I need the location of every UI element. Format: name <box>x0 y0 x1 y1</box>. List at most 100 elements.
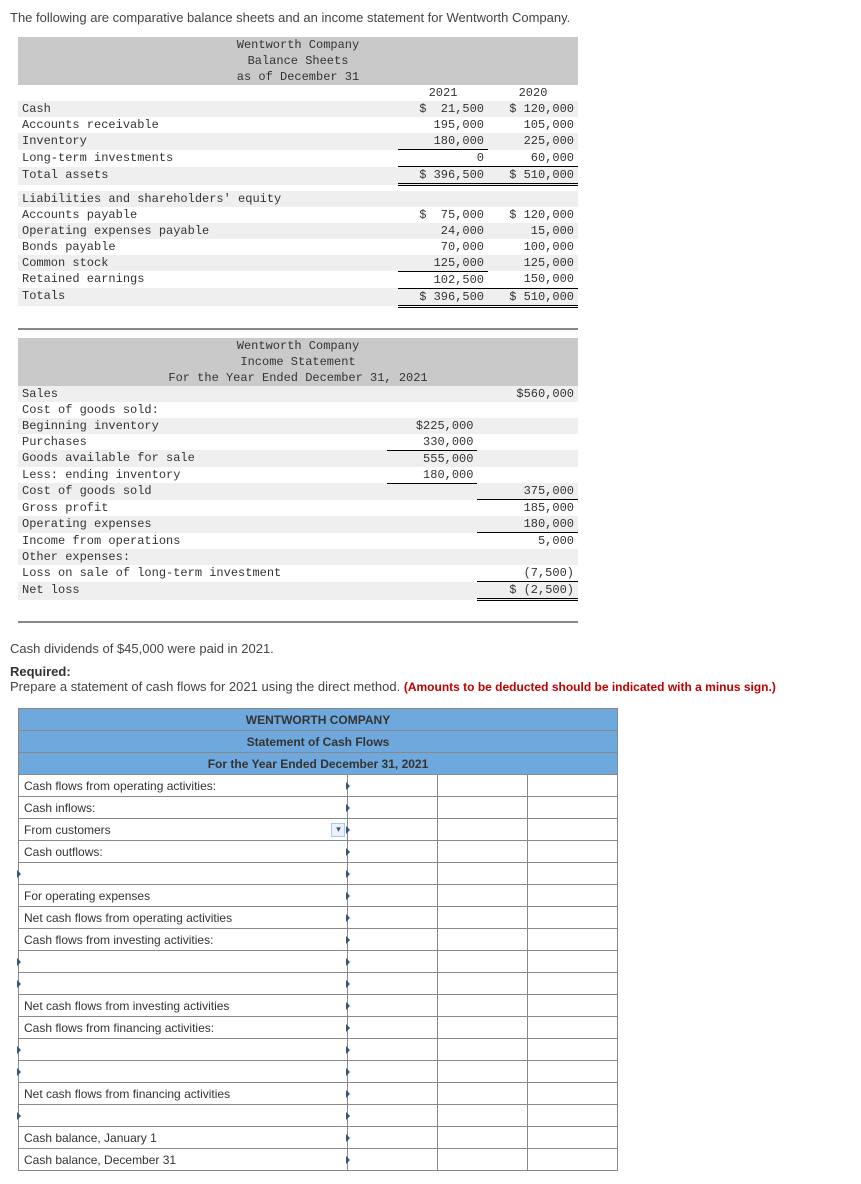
bs-year2: 2020 <box>488 85 578 101</box>
cf-row-label: Net cash flows from investing activities <box>19 995 348 1017</box>
is-row-label: Operating expenses <box>18 516 387 533</box>
bs-totals-y1: $ 396,500 <box>398 288 488 306</box>
cf-amount-cell[interactable] <box>438 1039 528 1061</box>
bs-total-assets-label: Total assets <box>18 167 398 185</box>
cf-amount-cell[interactable] <box>438 1061 528 1083</box>
is-row-c3: 185,000 <box>477 500 578 517</box>
cf-amount-cell[interactable] <box>528 973 618 995</box>
cf-amount-cell[interactable] <box>348 797 438 819</box>
cf-amount-cell[interactable] <box>348 841 438 863</box>
cf-amount-cell[interactable] <box>528 1149 618 1171</box>
cf-amount-cell[interactable] <box>438 929 528 951</box>
cf-amount-cell[interactable] <box>528 929 618 951</box>
cf-amount-cell[interactable] <box>528 885 618 907</box>
cf-amount-cell[interactable] <box>438 973 528 995</box>
cf-row-label[interactable] <box>19 863 348 885</box>
cf-amount-cell[interactable] <box>528 1083 618 1105</box>
cf-amount-cell[interactable] <box>528 863 618 885</box>
cf-amount-cell[interactable] <box>348 995 438 1017</box>
cf-amount-cell[interactable] <box>348 907 438 929</box>
is-row-label: Less: ending inventory <box>18 467 387 484</box>
cf-amount-cell[interactable] <box>438 797 528 819</box>
cf-amount-cell[interactable] <box>438 819 528 841</box>
input-marker-icon <box>346 1002 350 1010</box>
bs-row-label: Operating expenses payable <box>18 223 398 239</box>
input-marker-icon <box>346 1134 350 1142</box>
cf-row-label[interactable] <box>19 973 348 995</box>
is-row-c3: 180,000 <box>477 516 578 533</box>
cf-amount-cell[interactable] <box>528 1017 618 1039</box>
cf-amount-cell[interactable] <box>438 1017 528 1039</box>
cf-amount-cell[interactable] <box>348 1061 438 1083</box>
cf-amount-cell[interactable] <box>348 885 438 907</box>
input-marker-icon <box>17 1112 21 1120</box>
cf-amount-cell[interactable] <box>438 995 528 1017</box>
input-marker-icon <box>346 1024 350 1032</box>
cf-amount-cell[interactable] <box>438 951 528 973</box>
bs-row-label: Bonds payable <box>18 239 398 255</box>
input-marker-icon <box>346 870 350 878</box>
cf-amount-cell[interactable] <box>348 775 438 797</box>
bs-row-label: Accounts receivable <box>18 117 398 133</box>
cf-amount-cell[interactable] <box>348 1017 438 1039</box>
cf-row-label[interactable] <box>19 1061 348 1083</box>
cf-amount-cell[interactable] <box>348 1083 438 1105</box>
input-marker-icon <box>17 980 21 988</box>
required-text: Prepare a statement of cash flows for 20… <box>10 679 404 694</box>
cf-amount-cell[interactable] <box>438 1127 528 1149</box>
cf-row-label[interactable] <box>19 1105 348 1127</box>
required-label: Required: <box>10 664 71 679</box>
cf-amount-cell[interactable] <box>528 951 618 973</box>
cf-amount-cell[interactable] <box>438 1149 528 1171</box>
cf-amount-cell[interactable] <box>348 929 438 951</box>
cf-amount-cell[interactable] <box>528 907 618 929</box>
is-row-c2 <box>387 565 478 582</box>
cf-amount-cell[interactable] <box>528 995 618 1017</box>
bs-row-label: Common stock <box>18 255 398 272</box>
cf-amount-cell[interactable] <box>348 951 438 973</box>
cf-row-label[interactable] <box>19 951 348 973</box>
cf-amount-cell[interactable] <box>348 819 438 841</box>
cashflow-worksheet: WENTWORTH COMPANY Statement of Cash Flow… <box>18 708 851 1171</box>
cf-amount-cell[interactable] <box>438 841 528 863</box>
cf-amount-cell[interactable] <box>348 1127 438 1149</box>
cf-amount-cell[interactable] <box>528 1105 618 1127</box>
is-row-label: Loss on sale of long-term investment <box>18 565 387 582</box>
cf-amount-cell[interactable] <box>348 973 438 995</box>
bs-row-y1: 195,000 <box>398 117 488 133</box>
cf-amount-cell[interactable] <box>438 775 528 797</box>
cf-amount-cell[interactable] <box>348 863 438 885</box>
cf-amount-cell[interactable] <box>348 1105 438 1127</box>
cf-amount-cell[interactable] <box>528 797 618 819</box>
cf-amount-cell[interactable] <box>438 885 528 907</box>
cf-amount-cell[interactable] <box>438 1083 528 1105</box>
bs-section2: Liabilities and shareholders' equity <box>18 191 578 207</box>
is-row-label: Income from operations <box>18 533 387 550</box>
is-row-label: Cost of goods sold <box>18 483 387 500</box>
cf-amount-cell[interactable] <box>348 1039 438 1061</box>
cf-row-label[interactable]: From customers <box>19 819 348 841</box>
input-marker-icon <box>346 936 350 944</box>
is-row-c2: $225,000 <box>387 418 478 434</box>
cf-amount-cell[interactable] <box>528 1127 618 1149</box>
is-row-c2: 330,000 <box>387 434 478 451</box>
cf-amount-cell[interactable] <box>438 907 528 929</box>
cf-row-label[interactable] <box>19 1039 348 1061</box>
cf-amount-cell[interactable] <box>348 1149 438 1171</box>
cf-amount-cell[interactable] <box>528 841 618 863</box>
cf-amount-cell[interactable] <box>528 819 618 841</box>
is-header2: Income Statement <box>18 354 578 370</box>
bs-row-label: Long-term investments <box>18 150 398 167</box>
input-marker-icon <box>346 1090 350 1098</box>
bs-row-y1: 125,000 <box>398 255 488 272</box>
bs-header1: Wentworth Company <box>18 37 578 53</box>
input-marker-icon <box>346 782 350 790</box>
cf-row-label: Cash balance, December 31 <box>19 1149 348 1171</box>
dropdown-icon[interactable] <box>331 823 345 837</box>
cf-amount-cell[interactable] <box>528 775 618 797</box>
cf-amount-cell[interactable] <box>528 1061 618 1083</box>
cf-amount-cell[interactable] <box>438 1105 528 1127</box>
is-row-c3: 5,000 <box>477 533 578 550</box>
cf-amount-cell[interactable] <box>528 1039 618 1061</box>
cf-amount-cell[interactable] <box>438 863 528 885</box>
